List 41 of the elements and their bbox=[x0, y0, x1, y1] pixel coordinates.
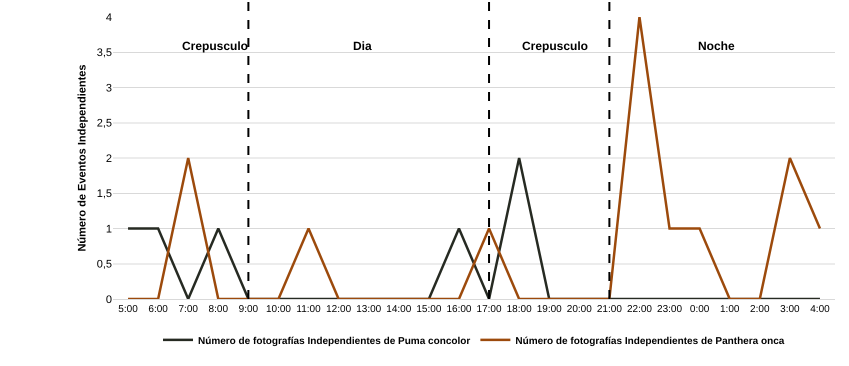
x-tick-label: 19:00 bbox=[536, 304, 562, 315]
y-tick-label: 3,5 bbox=[96, 47, 112, 60]
x-tick-label: 7:00 bbox=[178, 304, 198, 315]
x-tick-label: 8:00 bbox=[208, 304, 228, 315]
annotation: Dia bbox=[353, 39, 372, 53]
x-tick-label: 17:00 bbox=[476, 304, 502, 315]
x-tick-label: 3:00 bbox=[780, 304, 800, 315]
y-tick-label: 0 bbox=[106, 294, 112, 306]
x-tick-label: 4:00 bbox=[810, 304, 830, 315]
y-tick-label: 1,5 bbox=[96, 188, 112, 200]
y-axis-title: Número de Eventos Independientes bbox=[76, 64, 88, 252]
x-tick-label: 11:00 bbox=[296, 304, 322, 315]
x-tick-label: 9:00 bbox=[238, 304, 259, 315]
x-tick-label: 23:00 bbox=[657, 304, 682, 315]
x-tick-label: 22:00 bbox=[626, 304, 652, 315]
x-tick-label: 18:00 bbox=[506, 304, 532, 315]
x-tick-label: 21:00 bbox=[596, 304, 622, 315]
x-tick-label: 15:00 bbox=[416, 304, 442, 315]
x-tick-label: 10:00 bbox=[266, 304, 292, 315]
x-tick-label: 2:00 bbox=[750, 304, 770, 315]
annotation: Crepusculo bbox=[182, 39, 248, 53]
legend-label: Número de fotografías Independientes de Puma concolor bbox=[198, 336, 470, 347]
x-tick-label: 6:00 bbox=[148, 304, 168, 315]
y-tick-label: 3 bbox=[106, 82, 112, 94]
annotation: Crepusculo bbox=[522, 39, 588, 53]
line-series bbox=[126, 17, 822, 299]
x-tick-label: 1:00 bbox=[720, 304, 740, 315]
annotation: Noche bbox=[698, 39, 735, 53]
y-tick-label: 0,5 bbox=[96, 258, 112, 271]
y-tick-label: 2,5 bbox=[96, 118, 112, 130]
x-tick-label: 13:00 bbox=[356, 304, 382, 315]
x-tick-label: 0:00 bbox=[690, 304, 710, 315]
x-tick-label: 12:00 bbox=[326, 304, 352, 315]
x-tick-label: 5:00 bbox=[118, 304, 138, 315]
x-tick-label: 20:00 bbox=[566, 304, 592, 315]
legend-label: Número de fotografías Independientes de Panthera onca bbox=[515, 336, 785, 347]
x-tick-label: 14:00 bbox=[386, 304, 412, 315]
y-tick-label: 1 bbox=[106, 223, 112, 236]
x-tick-label: 16:00 bbox=[446, 304, 472, 315]
y-tick-label: 2 bbox=[106, 152, 112, 165]
y-tick-label: 4 bbox=[106, 12, 112, 24]
